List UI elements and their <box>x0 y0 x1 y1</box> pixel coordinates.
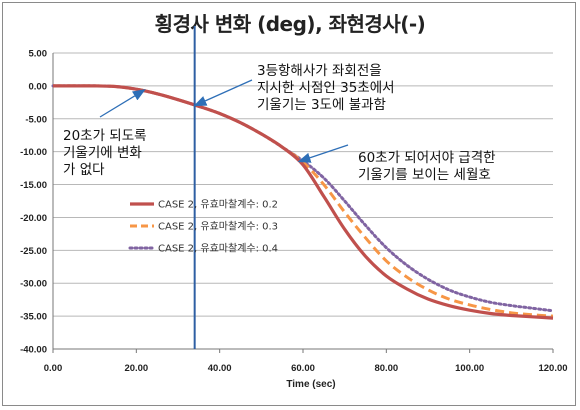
annotation-arrow <box>193 79 253 107</box>
annotation-line: 60초가 되어서야 급격한 <box>358 150 496 166</box>
y-tick-label: -20.00 <box>20 213 47 224</box>
x-tick-label: 80.00 <box>374 363 398 374</box>
chart-frame <box>2 2 576 406</box>
annotation-arrow <box>297 144 349 163</box>
annotation-line: 기울기에 변화 <box>63 145 142 161</box>
y-tick-label: -25.00 <box>20 246 47 257</box>
x-tick-label: 60.00 <box>291 363 315 374</box>
x-axis-label: Time (sec) <box>286 379 335 390</box>
y-tick-label: -30.00 <box>20 279 47 290</box>
y-tick-label: -5.00 <box>25 114 47 125</box>
series-line-2 <box>52 84 554 318</box>
y-tick-label: -40.00 <box>20 345 47 356</box>
y-tick-label: -35.00 <box>20 312 47 323</box>
x-tick-label: 100.00 <box>455 363 484 374</box>
series-line-1 <box>52 84 554 320</box>
x-tick-label: 40.00 <box>208 363 232 374</box>
x-tick-label: 0.00 <box>44 363 63 374</box>
y-tick-label: -10.00 <box>20 147 47 158</box>
annotation-arrow <box>99 89 146 118</box>
legend-entry-3: CASE 2, 유효마찰계수: 0.4 <box>158 243 278 255</box>
annotation-line: 기울기를 보이는 세월호 <box>358 167 491 183</box>
annotation-line: 가 없다 <box>63 162 105 178</box>
series-line-3 <box>51 84 555 313</box>
y-tick-label: -15.00 <box>20 180 47 191</box>
chart-title: 횡경사 변화 (deg), 좌현경사(-) <box>154 12 426 36</box>
y-tick-label: 5.00 <box>29 49 48 60</box>
x-tick-label: 20.00 <box>124 363 148 374</box>
y-tick-label: 0.00 <box>29 81 48 92</box>
annotation-line: 기울기는 3도에 불과함 <box>257 97 386 113</box>
annotation-line: 3등항해사가 좌회전을 <box>257 63 382 79</box>
legend-entry-2: CASE 2, 유효마찰계수: 0.3 <box>158 221 278 233</box>
x-tick-label: 120.00 <box>538 363 567 374</box>
annotation-line: 지시한 시점인 35초에서 <box>257 80 395 96</box>
annotation-line: 20초가 되도록 <box>63 128 147 144</box>
legend-entry-1: CASE 2, 유효마찰계수: 0.2 <box>158 199 278 211</box>
